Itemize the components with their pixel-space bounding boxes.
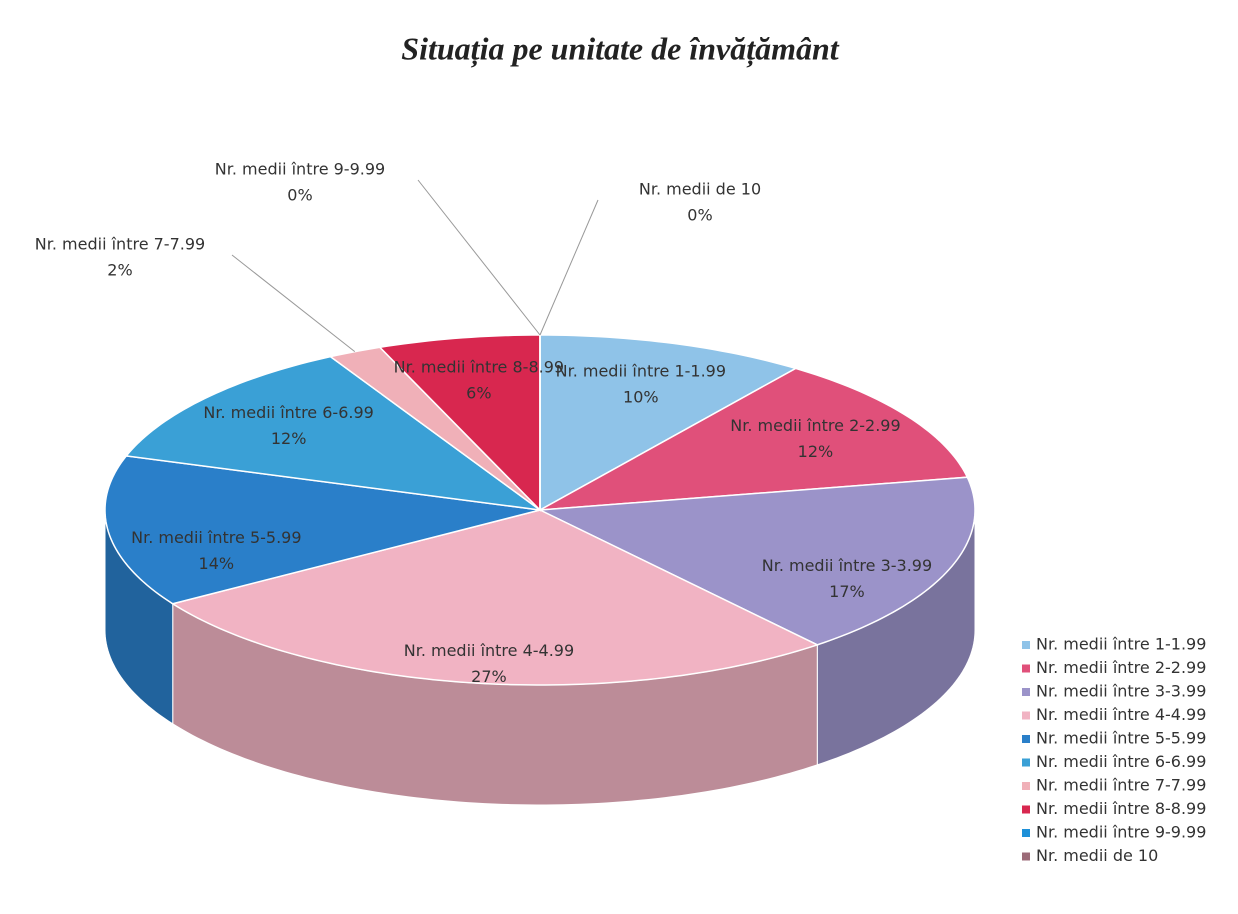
data-label: 6% [466, 384, 491, 403]
data-label: 27% [471, 667, 507, 686]
data-label: 0% [687, 206, 712, 225]
slice [104, 455, 541, 605]
chart-title: Situația pe unitate de învățământ [401, 30, 840, 67]
legend-swatch [1022, 711, 1030, 720]
legend-swatch [1022, 829, 1030, 837]
data-label-name: Nr. medii între 1-1.99 [556, 362, 726, 381]
data-label-name: Nr. medii de 10 [639, 180, 761, 199]
data-label: 12% [798, 442, 834, 461]
slice [124, 355, 541, 511]
slice [539, 367, 969, 511]
legend-swatch [1022, 805, 1030, 814]
slice [537, 476, 976, 646]
legend-swatch [1022, 641, 1030, 649]
legend-swatch [1022, 735, 1030, 743]
data-label: 0% [287, 186, 312, 205]
data-label: 2% [107, 261, 132, 280]
data-label-name: Nr. medii între 8-8.99 [394, 358, 564, 377]
legend-label: Nr. medii între 9-9.99 [1036, 823, 1206, 842]
leader-line [231, 254, 356, 353]
legend-label: Nr. medii între 2-2.99 [1036, 658, 1206, 677]
legend-label: Nr. medii de 10 [1036, 846, 1158, 865]
data-label: 12% [271, 429, 307, 448]
slice [328, 346, 541, 511]
data-label: 17% [829, 582, 865, 601]
data-label: 14% [199, 554, 235, 573]
data-label-name: Nr. medii între 3-3.99 [762, 556, 932, 575]
data-label-name: Nr. medii între 4-4.99 [404, 641, 574, 660]
data-label: 10% [623, 388, 659, 407]
slice [170, 509, 820, 686]
data-label-name: Nr. medii între 2-2.99 [730, 416, 900, 435]
legend-label: Nr. medii între 3-3.99 [1036, 682, 1206, 701]
slice [378, 334, 541, 512]
leader-line [539, 199, 599, 336]
legend-swatch [1022, 852, 1030, 861]
legend-swatch [1022, 758, 1030, 767]
data-label-name: Nr. medii între 9-9.99 [215, 160, 385, 179]
data-label-name: Nr. medii între 7-7.99 [35, 235, 205, 254]
data-label-name: Nr. medii între 6-6.99 [203, 403, 373, 422]
legend-label: Nr. medii între 1-1.99 [1036, 635, 1206, 654]
leader-line [417, 179, 541, 336]
legend-label: Nr. medii între 6-6.99 [1036, 752, 1206, 771]
legend-label: Nr. medii între 7-7.99 [1036, 776, 1206, 795]
legend-label: Nr. medii între 5-5.99 [1036, 729, 1206, 748]
legend-swatch [1022, 782, 1030, 790]
legend-label: Nr. medii între 8-8.99 [1036, 799, 1206, 818]
data-label-name: Nr. medii între 5-5.99 [131, 528, 301, 547]
legend-swatch [1022, 664, 1030, 673]
legend-label: Nr. medii între 4-4.99 [1036, 705, 1206, 724]
legend-swatch [1022, 688, 1030, 696]
slice [539, 334, 798, 512]
